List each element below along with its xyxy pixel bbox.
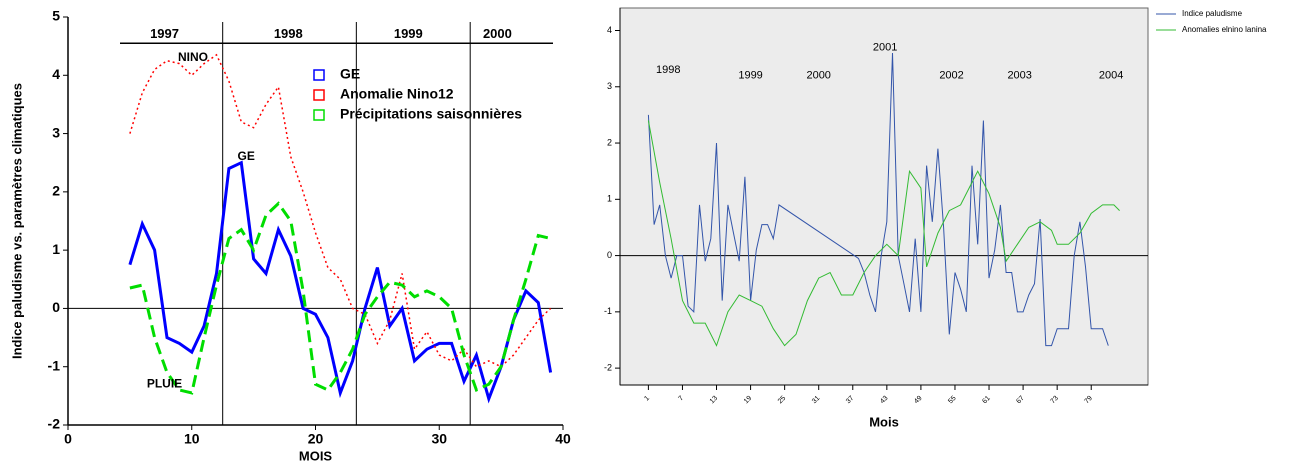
y-tick-label: -1	[48, 357, 61, 373]
legend-swatch	[313, 69, 325, 81]
y-tick-label: 4	[52, 66, 60, 82]
legend-label: Anomalie Nino12	[340, 86, 454, 102]
annotation: 2001	[873, 41, 897, 53]
x-tick-label: 13	[709, 395, 720, 406]
series-line	[129, 201, 551, 395]
annotation: NINO	[178, 50, 208, 64]
period-label: 1997	[150, 26, 179, 41]
y-tick-label: -2	[48, 416, 61, 432]
legend-label: Indice paludisme	[1182, 9, 1243, 18]
annotation: 2004	[1099, 69, 1123, 81]
x-tick-label: 79	[1083, 395, 1094, 406]
x-tick-label: 25	[777, 395, 788, 406]
y-tick-label: 4	[607, 25, 612, 35]
annotation: 1998	[656, 64, 680, 76]
period-label: 2000	[483, 26, 512, 41]
y-tick-label: 1	[607, 194, 612, 204]
y-tick-label: -2	[604, 362, 612, 372]
x-tick-label: 31	[811, 395, 822, 406]
x-axis-title: MOIS	[299, 448, 333, 463]
annotation: 2003	[1007, 69, 1031, 81]
period-label: 1998	[274, 26, 303, 41]
series-line	[647, 120, 1120, 347]
series-line	[647, 52, 1109, 347]
x-tick-label: 30	[431, 431, 447, 447]
y-tick-label: 0	[52, 299, 60, 315]
x-tick-label: 40	[555, 431, 571, 447]
x-tick-label: 19	[743, 395, 754, 406]
annotation: 2000	[806, 69, 830, 81]
x-tick-label: 49	[913, 395, 924, 406]
y-tick-label: 3	[52, 124, 60, 140]
series-line	[129, 53, 552, 368]
x-tick-label: 37	[845, 395, 856, 406]
annotation: 2002	[939, 69, 963, 81]
period-label: 1999	[394, 26, 423, 41]
x-tick-label: 73	[1049, 395, 1060, 406]
legend-swatch	[313, 89, 325, 101]
y-tick-label: 5	[52, 8, 60, 24]
x-tick-label: 20	[308, 431, 324, 447]
x-tick-label: 55	[947, 395, 958, 406]
x-tick-label: 43	[879, 395, 890, 406]
x-tick-label: 10	[184, 431, 200, 447]
y-tick-label: 3	[607, 81, 612, 91]
x-tick-label: 0	[64, 431, 72, 447]
y-tick-label: -1	[604, 306, 612, 316]
x-tick-label: 61	[981, 395, 992, 406]
legend-label: Anomalies elnino lanina	[1182, 25, 1267, 34]
annotation: 1999	[738, 69, 762, 81]
y-tick-label: 0	[607, 250, 612, 260]
annotation: GE	[238, 149, 255, 163]
plot-background	[619, 7, 1149, 386]
series-line	[128, 160, 553, 404]
legend-label: Précipitations saisonnières	[340, 106, 522, 122]
x-tick-label: 1	[643, 395, 651, 403]
x-axis-title: Mois	[869, 414, 899, 429]
chart: -2 -1 0 1 2 3 4 5 0 10 20 30 40 1997 1998 1999 2000 NINO G…	[9, 8, 571, 464]
legend-swatch	[313, 109, 325, 121]
chart: -2 -1 0 1 2 3 4 1 7 13 19 25 31 37 43 49 55 61 67 73 79 1998 1…	[604, 7, 1267, 429]
y-tick-label: 1	[52, 241, 60, 257]
x-tick-label: 7	[677, 395, 685, 403]
y-tick-label: 2	[52, 183, 60, 199]
y-axis-title: Indice paludisme vs. paramètres climatiq…	[9, 83, 24, 359]
annotation: PLUIE	[147, 376, 182, 390]
x-tick-label: 67	[1015, 395, 1026, 406]
legend-label: GE	[340, 66, 360, 82]
y-tick-label: 2	[607, 137, 612, 147]
